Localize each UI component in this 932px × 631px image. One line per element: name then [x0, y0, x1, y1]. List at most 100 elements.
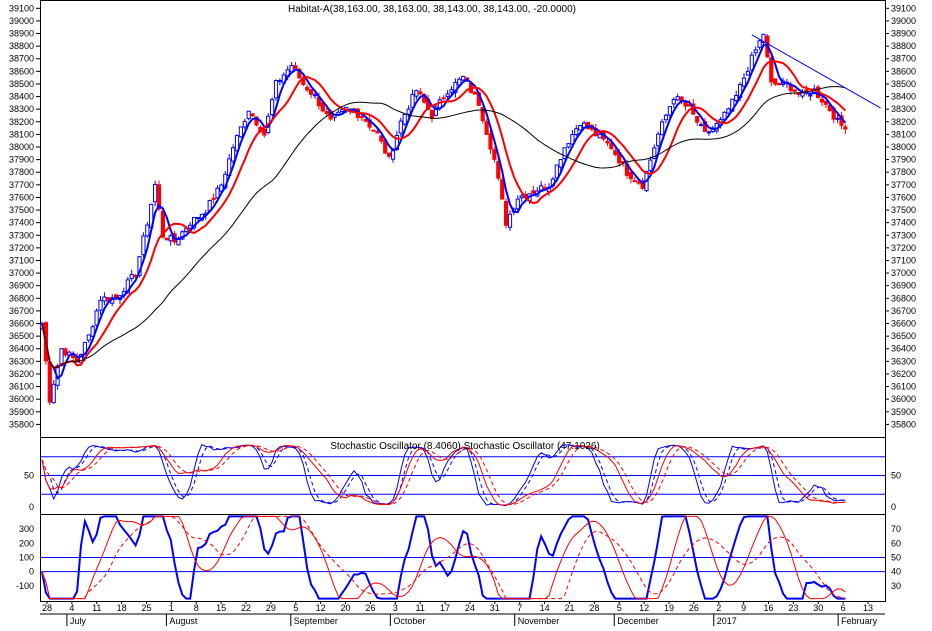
candle-body: [507, 213, 513, 228]
y-tick-label-left: 36800: [9, 293, 34, 303]
candle-body: [562, 147, 567, 160]
candle-body: [500, 179, 505, 200]
candle-body: [106, 297, 111, 302]
y-tick-label-left: 38300: [9, 104, 34, 114]
y-tick-label-right: 37300: [891, 230, 916, 240]
y-tick-label-right: 35800: [891, 419, 916, 429]
x-axis: 28 4 11 18 25 1 8 15 22 29 5 12 20 26 3 11 17 24 31 7 14 21 28…: [40, 601, 885, 626]
candle-body: [843, 126, 848, 130]
x-tick-label: 12: [316, 603, 326, 613]
y-tick-label-left: 37200: [9, 243, 34, 253]
x-tick-label: 14: [540, 603, 550, 613]
candle-body: [51, 383, 56, 404]
candle-body: [628, 171, 633, 180]
y-tick-label-right: 37900: [891, 155, 916, 165]
y-tick-label-left: 36500: [9, 331, 34, 341]
y-tick-label-left: 35900: [9, 407, 34, 417]
y-tick-label-left: 35800: [9, 419, 34, 429]
candle-body: [796, 93, 801, 96]
candle-body: [78, 354, 84, 364]
candle-body: [519, 195, 524, 199]
candle-body: [234, 135, 240, 152]
x-tick-label: 20: [341, 603, 351, 613]
candle-body: [504, 200, 509, 226]
y-tick-label-right: 39000: [891, 16, 916, 26]
momentum-tick-left: -100: [16, 581, 34, 591]
y-tick-label-right: 38400: [891, 92, 916, 102]
momentum-tick-right: 30: [891, 581, 901, 591]
x-tick-label: 16: [763, 603, 773, 613]
candle-body: [800, 92, 805, 97]
candle-body: [129, 274, 134, 280]
candle-body: [141, 235, 146, 256]
y-tick-label-left: 39100: [9, 3, 34, 13]
momentum-line: [41, 515, 846, 600]
candle-body: [164, 238, 169, 241]
stochastic-tick-left: 50: [24, 471, 34, 481]
moving-average-line: [41, 60, 847, 369]
candle-body: [636, 181, 641, 184]
candle-body: [242, 120, 247, 128]
y-tick-label-left: 36900: [9, 281, 34, 291]
y-tick-label-left: 37100: [9, 255, 34, 265]
candle-body: [699, 124, 704, 127]
candle-body: [835, 117, 840, 120]
candle-body: [90, 326, 95, 337]
candle-body: [297, 68, 302, 79]
stochastic-tick-right: 0: [891, 502, 896, 512]
candle-body: [63, 348, 68, 356]
x-tick-label: 5: [293, 603, 298, 613]
candle-body: [418, 91, 423, 95]
candle-body: [145, 224, 150, 237]
x-tick-label: 18: [117, 603, 127, 613]
candle-body: [449, 89, 454, 93]
candle-body: [168, 235, 173, 242]
candle-body: [359, 116, 364, 119]
x-tick-label: 25: [142, 603, 152, 613]
candle-body: [429, 110, 435, 119]
y-tick-label-right: 38500: [891, 79, 916, 89]
candle-body: [773, 78, 778, 85]
x-tick-label: 17: [440, 603, 450, 613]
y-tick-label-left: 38100: [9, 129, 34, 139]
candle-body: [808, 94, 813, 97]
candle-body: [188, 224, 193, 229]
price-chart-title: Habitat-A(38,163.00, 38,163.00, 38,143.0…: [288, 4, 576, 15]
y-tick-label-left: 38000: [9, 142, 34, 152]
y-tick-label-left: 36200: [9, 369, 34, 379]
candle-body: [305, 86, 310, 91]
candle-body: [414, 90, 419, 97]
candle-body: [312, 94, 318, 97]
y-tick-label-left: 36600: [9, 319, 34, 329]
candle-body: [613, 150, 618, 155]
x-tick-label: 4: [69, 603, 74, 613]
candle-body: [277, 80, 282, 83]
candle-body: [753, 49, 758, 54]
candle-body: [605, 140, 610, 144]
candle-body: [558, 159, 563, 168]
y-tick-label-right: 38700: [891, 54, 916, 64]
y-tick-label-right: 37500: [891, 205, 916, 215]
momentum-tick-left: 0: [29, 567, 34, 577]
y-tick-label-right: 36100: [891, 382, 916, 392]
stochastic-line: [41, 444, 846, 506]
candle-body: [640, 180, 645, 189]
x-tick-label: 21: [564, 603, 574, 613]
candle-body: [195, 216, 201, 219]
y-tick-label-right: 38600: [891, 66, 916, 76]
candle-body: [238, 126, 244, 138]
stochastic-title: Stochastic Oscillator (8.4060) Stochasti…: [330, 441, 600, 452]
y-tick-label-left: 39000: [9, 16, 34, 26]
y-tick-label-left: 37600: [9, 192, 34, 202]
price-panel: 35800 35800 35900 35900 36000 36000 36100 36100…: [9, 3, 916, 429]
momentum-tick-right: 60: [891, 538, 901, 548]
candle-body: [656, 133, 661, 147]
candle-body: [769, 57, 774, 83]
candle-body: [71, 354, 76, 359]
month-label: November: [518, 616, 560, 626]
candle-body: [340, 109, 345, 112]
candle-body: [609, 142, 614, 150]
momentum-tick-left: 300: [19, 524, 34, 534]
candle-body: [390, 150, 396, 160]
candle-body: [496, 161, 501, 179]
